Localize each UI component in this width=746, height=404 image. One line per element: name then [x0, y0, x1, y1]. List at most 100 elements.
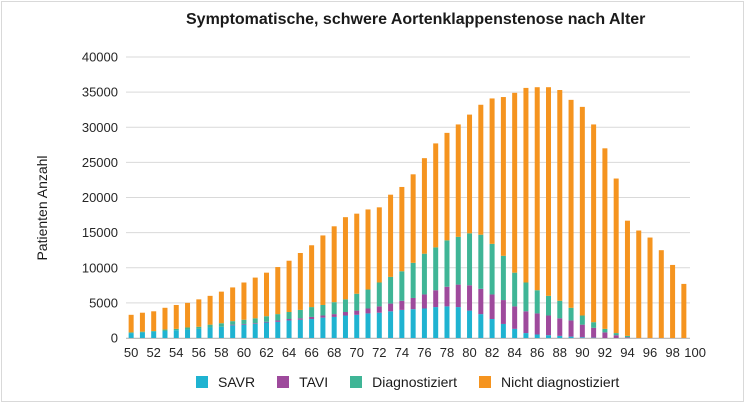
bar-segment-tavi — [591, 327, 597, 338]
x-tick-label: 72 — [372, 345, 386, 360]
bar-segment-tavi — [331, 314, 337, 317]
bar-segment-diagnostiziert — [230, 321, 236, 325]
bar-segment-diagnostiziert — [421, 253, 427, 295]
bar-segment-savr — [568, 336, 574, 338]
x-tick-label: 84 — [507, 345, 521, 360]
x-tick-label: 80 — [462, 345, 476, 360]
bar-segment-nicht-diagnostiziert — [613, 178, 619, 334]
bar-segment-tavi — [230, 324, 236, 326]
x-tick-label: 86 — [530, 345, 544, 360]
bar-segment-nicht-diagnostiziert — [139, 312, 145, 332]
bar-segment-savr — [421, 308, 427, 338]
bar-segment-diagnostiziert — [354, 293, 360, 311]
legend-item-nicht-diagnostiziert: Nicht diagnostiziert — [478, 374, 619, 390]
y-tick-label: 40000 — [82, 50, 118, 65]
bar-segment-savr — [399, 309, 405, 338]
bar-segment-nicht-diagnostiziert — [354, 213, 360, 294]
bar-segment-tavi — [512, 306, 518, 329]
bar-segment-nicht-diagnostiziert — [602, 148, 608, 329]
bar-segment-nicht-diagnostiziert — [264, 272, 269, 317]
bar-segment-nicht-diagnostiziert — [185, 302, 191, 328]
bar-segment-tavi — [546, 315, 551, 336]
bar-segment-nicht-diagnostiziert — [455, 124, 461, 237]
bar-segment-nicht-diagnostiziert — [331, 226, 337, 303]
y-tick-label: 15000 — [82, 225, 118, 240]
bar-segment-nicht-diagnostiziert — [218, 291, 224, 324]
bar-segment-savr — [139, 332, 145, 338]
bar-segment-diagnostiziert — [410, 262, 416, 298]
bar-segment-diagnostiziert — [342, 299, 348, 313]
bar-segment-savr — [500, 323, 506, 338]
chart-title: Symptomatische, schwere Aortenklappenste… — [186, 11, 646, 28]
bar-segment-nicht-diagnostiziert — [500, 97, 506, 256]
x-tick-label: 66 — [304, 345, 318, 360]
bar-segment-nicht-diagnostiziert — [128, 314, 134, 333]
bar-segment-nicht-diagnostiziert — [252, 277, 258, 319]
bar-segment-tavi — [354, 310, 360, 315]
bar-segment-nicht-diagnostiziert — [241, 282, 247, 320]
bar-segment-savr — [264, 322, 269, 338]
x-tick-label: 64 — [282, 345, 296, 360]
bar-segment-nicht-diagnostiziert — [388, 194, 394, 277]
bar-segment-diagnostiziert — [275, 314, 281, 321]
bar-segment-savr — [230, 325, 236, 338]
bar-segment-nicht-diagnostiziert — [591, 124, 597, 323]
x-tick-label: 74 — [395, 345, 409, 360]
bar-segment-diagnostiziert — [286, 312, 292, 320]
bar-segment-diagnostiziert — [196, 326, 202, 329]
bar-segment-nicht-diagnostiziert — [579, 106, 585, 316]
bar-segment-tavi — [624, 337, 630, 338]
bar-segment-diagnostiziert — [433, 247, 439, 291]
bar-segment-diagnostiziert — [579, 315, 585, 325]
bar-segment-tavi — [421, 294, 427, 309]
bar-segment-tavi — [410, 297, 416, 310]
bar-segment-tavi — [579, 324, 585, 338]
bar-segment-nicht-diagnostiziert — [320, 235, 326, 305]
bar-segment-diagnostiziert — [297, 309, 303, 319]
bar-segment-savr — [410, 309, 416, 338]
legend-label-savr: SAVR — [218, 374, 256, 390]
bar-segment-savr — [467, 310, 473, 338]
bar-segment-diagnostiziert — [534, 290, 540, 314]
bar-segment-diagnostiziert — [218, 323, 224, 327]
bar-segment-tavi — [275, 320, 281, 322]
bar-segment-savr — [173, 330, 179, 338]
bar-segment-savr — [579, 337, 585, 338]
bar-segment-tavi — [388, 303, 394, 312]
bar-segment-diagnostiziert — [489, 243, 495, 295]
bar-segment-tavi — [523, 311, 529, 334]
chart-legend: SAVR TAVI Diagnostiziert Nicht diagnosti… — [196, 374, 641, 390]
bar-segment-tavi — [342, 312, 348, 316]
bar-segment-nicht-diagnostiziert — [376, 207, 382, 283]
bar-segment-savr — [534, 334, 540, 338]
bar-segment-tavi — [241, 323, 247, 325]
bar-segment-tavi — [365, 308, 371, 314]
bar-segment-savr — [297, 319, 303, 338]
x-tick-label: 96 — [643, 345, 657, 360]
bar-segment-nicht-diagnostiziert — [444, 132, 450, 241]
bar-segment-diagnostiziert — [523, 282, 529, 312]
bar-segment-tavi — [613, 335, 619, 338]
bar-segment-tavi — [286, 319, 292, 321]
bar-segment-tavi — [264, 321, 269, 323]
bar-segment-savr — [546, 335, 551, 338]
bar-segment-diagnostiziert — [320, 304, 326, 316]
x-tick-label: 82 — [485, 345, 499, 360]
x-tick-label: 68 — [327, 345, 341, 360]
bar-segment-tavi — [467, 285, 473, 311]
legend-item-savr: SAVR — [196, 374, 255, 390]
bar-segment-diagnostiziert — [173, 328, 179, 331]
x-tick-label: 76 — [417, 345, 431, 360]
bar-segment-savr — [286, 320, 292, 338]
y-tick-label: 20000 — [82, 190, 118, 205]
bar-segment-diagnostiziert — [162, 329, 168, 331]
bar-segment-nicht-diagnostiziert — [399, 186, 405, 272]
bar-segment-nicht-diagnostiziert — [309, 245, 315, 308]
y-tick-label: 30000 — [82, 120, 118, 135]
bar-segment-tavi — [433, 290, 439, 308]
bar-segment-diagnostiziert — [151, 330, 157, 332]
bar-segment-diagnostiziert — [241, 319, 247, 324]
x-tick-label: 50 — [124, 345, 138, 360]
bar-segment-nicht-diagnostiziert — [151, 311, 157, 331]
